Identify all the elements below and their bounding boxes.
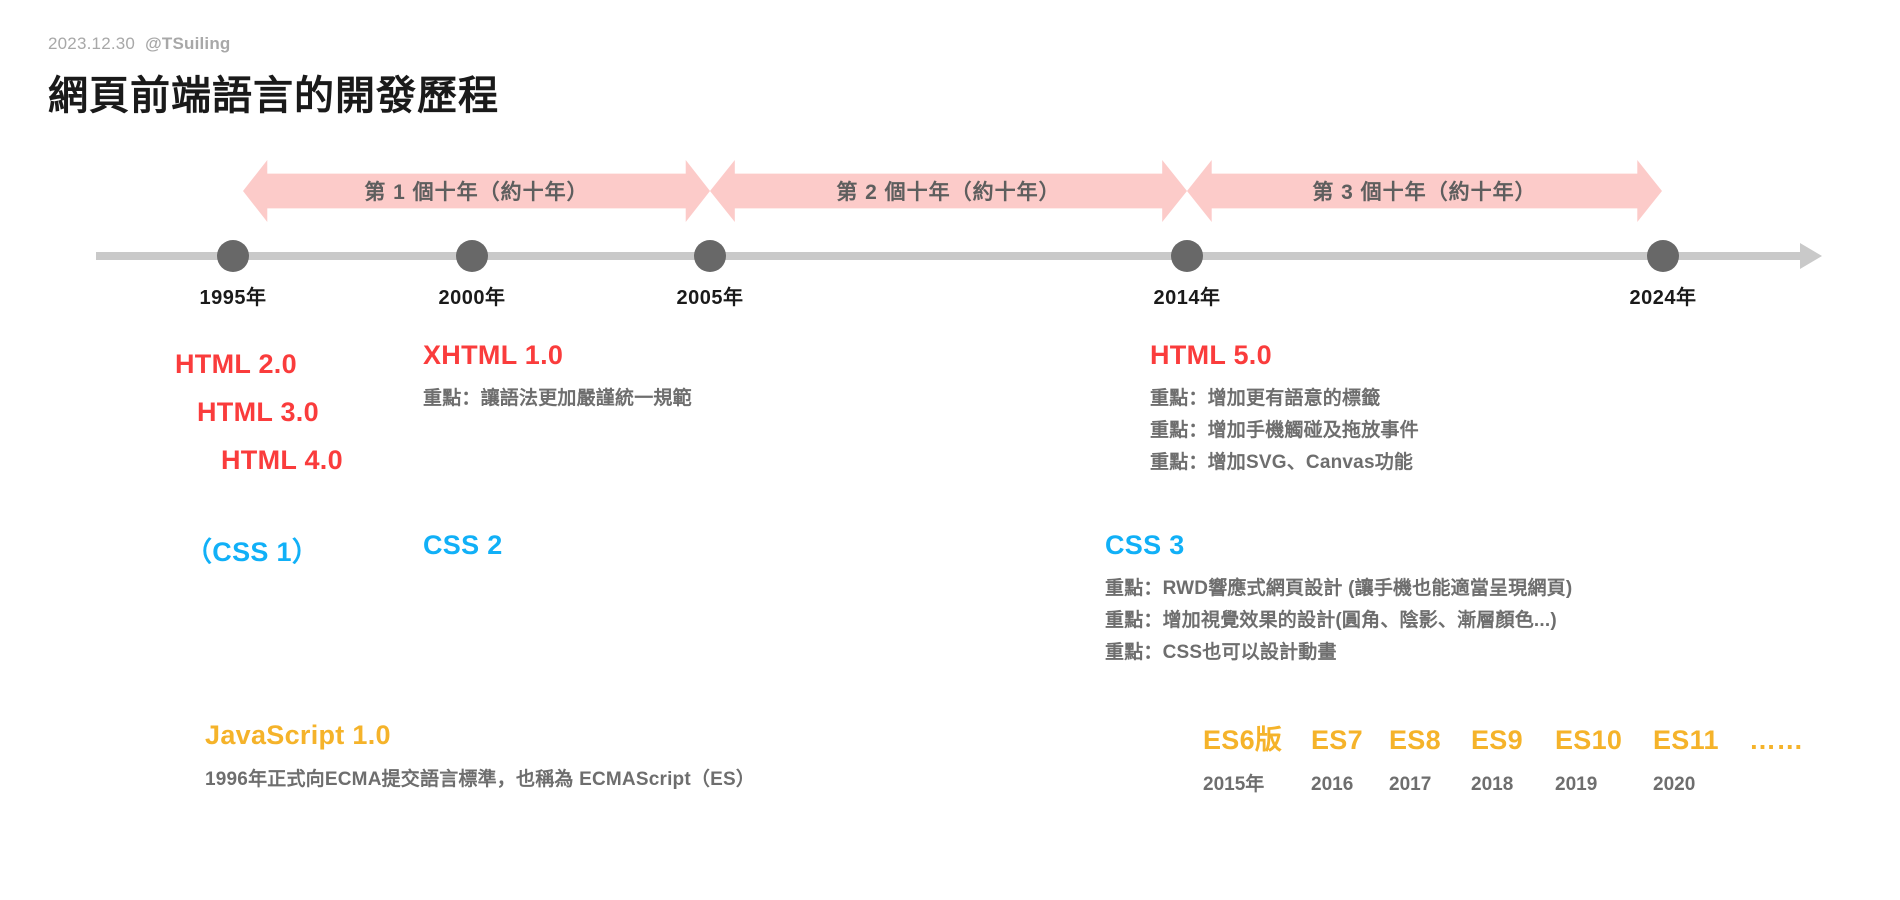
timeline-dot-2005: [694, 240, 726, 272]
decade-arrow-2-label: 第 2 個十年（約十年）: [836, 181, 1061, 204]
es-version-6: ES6版: [1203, 725, 1283, 755]
es-year-2019: 2019: [1555, 774, 1598, 795]
es-version-10: ES10: [1555, 725, 1623, 755]
es-year-2015: 2015年: [1203, 774, 1265, 795]
decade-arrow-2: 第 2 個十年（約十年）: [710, 160, 1187, 222]
page-header: 2023.12.30 @TSuiling 網頁前端語言的開發歷程: [48, 34, 499, 121]
es-version-9: ES9: [1471, 725, 1523, 755]
css3-block: CSS 3 重點：RWD響應式網頁設計 (讓手機也能適當呈現網頁) 重點：增加視…: [1105, 530, 1572, 669]
header-meta: 2023.12.30 @TSuiling: [48, 34, 499, 54]
ecmascript-block: ES6版 ES7 ES8 ES9 ES10 ES11 …… 2015年 2016…: [1203, 718, 1804, 796]
es-year-2020: 2020: [1653, 774, 1696, 795]
page-title: 網頁前端語言的開發歷程: [48, 74, 499, 118]
css3-detail-1: 重點：RWD響應式網頁設計 (讓手機也能適當呈現網頁): [1105, 578, 1573, 599]
css2-block: CSS 2: [423, 530, 503, 561]
html5-title: HTML 5.0: [1150, 340, 1272, 370]
html5-detail-2: 重點：增加手機觸碰及拖放事件: [1150, 419, 1419, 441]
timeline-label-2000: 2000年: [438, 287, 506, 309]
timeline-axis-arrowhead-icon: [1800, 243, 1822, 269]
html-version-2: HTML 2.0: [175, 349, 297, 379]
javascript-detail: 1996年正式向ECMA提交語言標準，也稱為 ECMAScript（ES）: [205, 769, 756, 790]
css2-title: CSS 2: [423, 530, 503, 560]
es-year-2016: 2016: [1311, 774, 1354, 795]
html5-detail-3: 重點：增加SVG、Canvas功能: [1150, 451, 1414, 473]
timeline-label-2005: 2005年: [676, 287, 744, 309]
decade-arrow-1-label: 第 1 個十年（約十年）: [364, 181, 589, 204]
html5-block: HTML 5.0 重點：增加更有語意的標籤 重點：增加手機觸碰及拖放事件 重點：…: [1150, 340, 1419, 479]
css3-detail-3: 重點：CSS也可以設計動畫: [1105, 641, 1337, 663]
html-version-4: HTML 4.0: [221, 445, 343, 476]
css1-block: （CSS 1）: [185, 530, 319, 569]
javascript-block: JavaScript 1.0 1996年正式向ECMA提交語言標準，也稱為 EC…: [205, 720, 755, 796]
html-version-3: HTML 3.0: [197, 397, 319, 428]
css3-detail-2: 重點：增加視覺效果的設計(圓角、陰影、漸層顏色...): [1105, 609, 1557, 631]
timeline-axis-line: [96, 252, 1806, 260]
es-version-7: ES7: [1311, 725, 1363, 755]
timeline-dot-2000: [456, 240, 488, 272]
es-version-more: ……: [1749, 725, 1804, 755]
ecmascript-year-row: 2015年 2016 2017 2018 2019 2020: [1203, 769, 1804, 796]
xhtml-detail: 重點：讓語法更加嚴謹統一規範: [423, 388, 692, 409]
timeline-dot-2014: [1171, 240, 1203, 272]
html-early-versions-block: HTML 2.0 HTML 3.0 HTML 4.0: [175, 340, 343, 484]
es-year-2018: 2018: [1471, 774, 1514, 795]
html5-detail-list: 重點：增加更有語意的標籤 重點：增加手機觸碰及拖放事件 重點：增加SVG、Can…: [1150, 383, 1419, 479]
css1-title: （CSS 1）: [185, 537, 320, 567]
html5-detail-1: 重點：增加更有語意的標籤: [1150, 388, 1381, 409]
decade-arrow-1: 第 1 個十年（約十年）: [243, 160, 710, 222]
timeline-dot-2024: [1647, 240, 1679, 272]
javascript-title: JavaScript 1.0: [205, 720, 391, 750]
publish-date: 2023.12.30: [48, 34, 136, 53]
timeline-label-2024: 2024年: [1629, 287, 1697, 309]
xhtml-title: XHTML 1.0: [423, 340, 564, 370]
css3-title: CSS 3: [1105, 530, 1185, 560]
timeline-dot-1995: [217, 240, 249, 272]
ecmascript-version-row: ES6版 ES7 ES8 ES9 ES10 ES11 ……: [1203, 718, 1804, 757]
decade-arrow-band: 第 1 個十年（約十年） 第 2 個十年（約十年） 第 3 個十年（約十年）: [0, 160, 1900, 222]
xhtml-block: XHTML 1.0 重點：讓語法更加嚴謹統一規範: [423, 340, 692, 415]
es-version-11: ES11: [1653, 725, 1719, 755]
decade-arrow-3: 第 3 個十年（約十年）: [1187, 160, 1662, 222]
es-year-2017: 2017: [1389, 774, 1432, 795]
author-handle: @TSuiling: [145, 34, 231, 53]
timeline-label-1995: 1995年: [199, 287, 267, 309]
css3-detail-list: 重點：RWD響應式網頁設計 (讓手機也能適當呈現網頁) 重點：增加視覺效果的設計…: [1105, 573, 1572, 669]
timeline-label-2014: 2014年: [1153, 287, 1221, 309]
decade-arrow-3-label: 第 3 個十年（約十年）: [1312, 181, 1537, 204]
es-version-8: ES8: [1389, 725, 1441, 755]
